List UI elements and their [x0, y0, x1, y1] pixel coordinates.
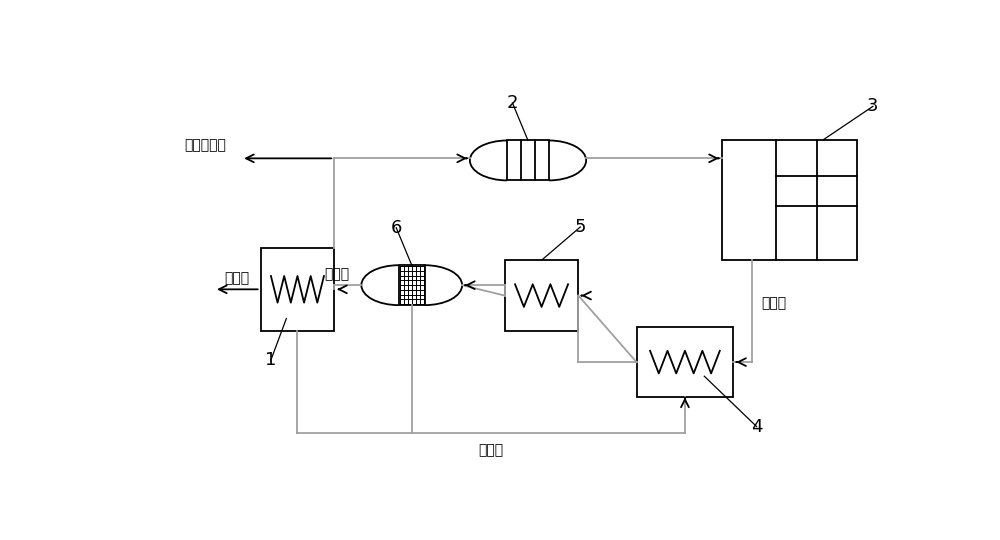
Text: 净化气: 净化气 [479, 443, 504, 457]
Text: 净化气: 净化气 [224, 271, 249, 285]
Bar [261, 248, 334, 331]
Text: 环己酮尾气: 环己酮尾气 [184, 138, 226, 152]
Bar [399, 265, 425, 305]
Bar [505, 260, 578, 331]
Text: 2: 2 [507, 94, 518, 112]
Text: 1: 1 [265, 351, 277, 369]
Bar [637, 327, 733, 397]
Text: 4: 4 [751, 417, 762, 436]
Text: 6: 6 [391, 219, 402, 237]
Text: 3: 3 [867, 97, 879, 116]
Text: 膨胀气: 膨胀气 [761, 296, 786, 310]
Bar [722, 140, 857, 260]
Text: 净化气: 净化气 [325, 267, 350, 281]
Bar [507, 140, 549, 180]
Text: 5: 5 [575, 218, 586, 236]
